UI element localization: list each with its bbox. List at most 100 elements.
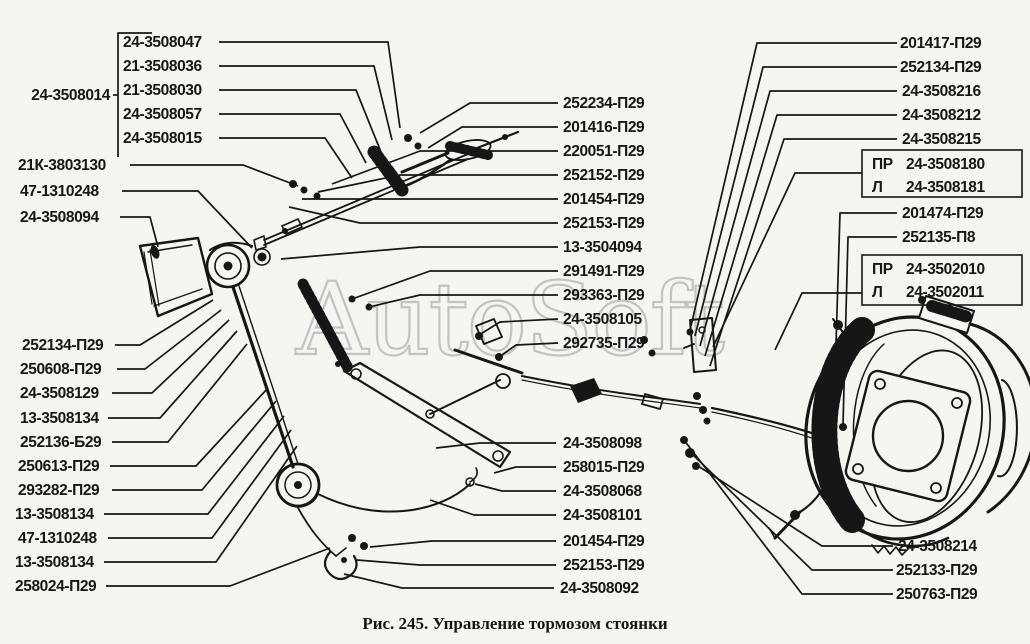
part-label: 252152-П29 [563,167,645,184]
part-label: 24-3508180 [906,156,985,173]
cable-guide-drawing [683,317,717,373]
leader-line [704,114,897,357]
leader-line [435,442,556,449]
leader-line [351,270,558,300]
part-label: 252134-П29 [22,337,104,354]
part-label: 24-3508015 [123,130,203,147]
part-label: Л [872,179,882,196]
leader-line [331,150,558,185]
leader-line [110,387,269,467]
leader-line [474,483,556,492]
leader-line [219,65,393,141]
leader-line [280,246,558,260]
leader-line [709,138,897,367]
part-label: 293363-П29 [563,287,645,304]
leader-line [115,299,214,346]
part-label: 21К-3803130 [18,157,106,174]
part-label: 201454-П29 [563,533,645,550]
leader-line [343,573,554,589]
part-label: 24-3508092 [560,580,639,597]
part-label: 252234-П29 [563,95,645,112]
link-rod-drawing [231,285,295,469]
part-label: 252153-П29 [563,215,645,232]
group-bracket-line [117,32,152,157]
part-label: 252134-П29 [900,59,982,76]
part-label: 24-3508212 [902,107,981,124]
leader-line [419,102,558,134]
part-label: 24-3508129 [20,385,100,402]
leader-line [117,309,222,370]
leader-line [699,90,897,347]
leader-line [104,415,285,515]
part-label: 24-3508057 [123,106,202,123]
watermark: AutoSoft [295,261,725,378]
part-label: 220051-П29 [563,143,645,160]
pull-rod-drawing [253,153,469,251]
part-label: 252153-П29 [563,557,645,574]
leader-line [694,463,893,547]
leader-line [493,466,556,474]
leader-line [842,236,897,426]
leader-line [498,342,559,358]
part-label: 24-3508068 [563,483,643,500]
leader-line [369,540,556,548]
part-label: 24-3508181 [906,179,986,196]
leader-line [112,343,248,443]
part-label: 201416-П29 [563,119,645,136]
leader-line [317,174,558,193]
part-label: 24-3508101 [563,507,643,524]
part-label: 201417-П29 [900,35,982,52]
part-label: 24-3508047 [123,34,202,51]
leader-line [104,445,298,563]
labels-layer: 24-3508014 24-3508047 21-3508036 21-3508030… [15,32,1023,603]
part-label: 250608-П29 [20,361,102,378]
part-label: 21-3508036 [123,58,203,75]
part-label: 258024-П29 [15,578,97,595]
leader-line [688,450,893,571]
leader-line [833,212,897,411]
part-label: 201454-П29 [563,191,645,208]
leader-line [219,113,367,164]
leader-line [368,294,558,308]
part-label: 252135-П8 [902,229,976,246]
leader-line [219,137,353,179]
leader-line [122,190,253,249]
leader-line [694,66,897,337]
part-label: 250763-П29 [896,586,978,603]
part-label: 47-1310248 [20,183,100,200]
leader-line [690,42,897,327]
leader-line [106,547,331,587]
frame-bracket-drawing [138,236,214,318]
leader-line [219,41,401,129]
part-label: 24-3508098 [563,435,643,452]
part-label: 21-3508030 [123,82,202,99]
part-label: 24-3508214 [898,538,978,555]
figure-caption: Рис. 245. Управление тормозом стоянки [362,614,668,633]
part-label: ПР [872,261,893,278]
part-label: 24-3508094 [20,209,100,226]
leader-line [130,164,299,187]
leader-line [108,330,238,419]
fastener-dots [257,134,926,563]
part-label: 292735-П29 [563,335,645,352]
part-label: 24-3508215 [902,131,982,148]
part-label: 291491-П29 [563,263,645,280]
leader-line [774,292,862,351]
part-label: 24-3508014 [31,87,111,104]
leader-line [356,559,556,566]
part-label: 13-3508134 [20,410,100,427]
part-label: 13-3508134 [15,506,95,523]
leader-line [427,126,558,149]
intermediate-lever-drawing [342,318,524,469]
part-label: 24-3508105 [563,311,643,328]
part-label: 201474-П29 [902,205,984,222]
leader-line [219,89,382,153]
pulley-drawing [275,462,321,508]
front-cable-drawing [296,467,478,581]
leader-line [120,216,159,248]
part-label: 13-3508134 [15,554,95,571]
part-label: 252133-П29 [896,562,978,579]
part-label: 24-3502011 [906,284,985,301]
